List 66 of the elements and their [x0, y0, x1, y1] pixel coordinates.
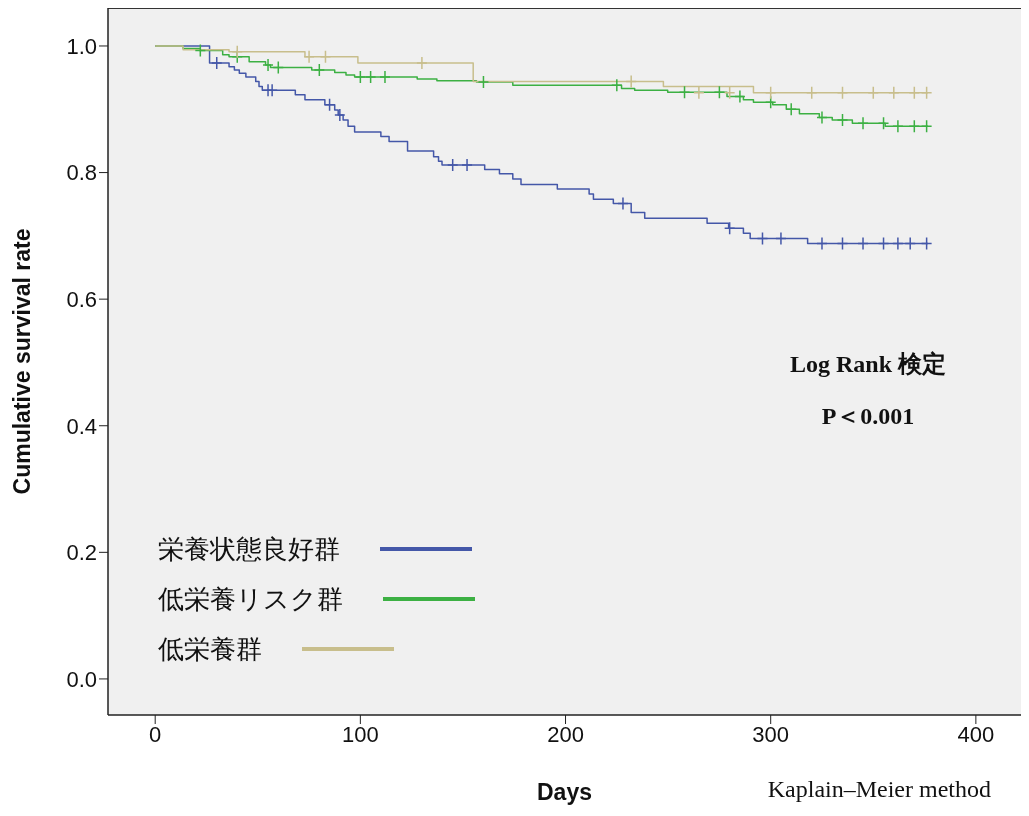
x-tick-label: 400 [957, 721, 995, 747]
point [354, 70, 367, 84]
point [723, 221, 736, 236]
point [723, 86, 736, 100]
point [379, 70, 391, 84]
point [877, 236, 890, 251]
point [836, 236, 849, 251]
point [775, 231, 787, 246]
point [764, 86, 777, 100]
point [678, 85, 691, 99]
point [836, 86, 849, 100]
y-tick-label: 0.8 [66, 160, 97, 186]
y-axis-title: Cumulative survival rate [9, 228, 36, 495]
point [303, 49, 315, 64]
point [756, 231, 769, 246]
point [734, 89, 746, 104]
x-tick-label: 300 [752, 721, 790, 747]
point [920, 119, 933, 134]
y-tick-label: 0.2 [66, 540, 97, 566]
point [867, 86, 880, 100]
x-tick-label: 100 [342, 721, 379, 747]
point [908, 119, 921, 134]
point [334, 108, 346, 122]
point [446, 158, 459, 172]
legend-label: 低栄養群 [158, 633, 262, 666]
point [272, 60, 285, 75]
y-tick-label: 0.6 [66, 286, 97, 312]
annotation: Log Rank 検定 [788, 350, 947, 379]
x-tick-label: 200 [547, 721, 584, 747]
point [877, 116, 890, 130]
legend-label: 低栄養リスク群 [158, 583, 343, 616]
point [461, 158, 473, 172]
point [323, 98, 336, 112]
annotation: P＜0.001 [820, 402, 916, 431]
point [816, 236, 828, 251]
y-tick-label: 1.0 [66, 33, 97, 59]
point [617, 196, 629, 211]
point [888, 86, 900, 100]
text: Kaplain–Meier method [767, 776, 991, 803]
y-tick-label: 0.4 [66, 413, 97, 439]
point [477, 75, 490, 89]
point [857, 236, 869, 251]
point [313, 63, 326, 77]
point [892, 236, 904, 251]
point [836, 113, 849, 127]
point [231, 44, 244, 59]
point [904, 236, 916, 251]
x-axis-title: Days [537, 779, 592, 805]
point [210, 56, 223, 70]
point [266, 83, 278, 98]
point [194, 43, 207, 58]
point [319, 49, 332, 64]
point [920, 86, 933, 100]
point [816, 110, 828, 125]
legend-label: 栄養状態良好群 [158, 533, 340, 566]
x-tick-label: 0 [149, 721, 162, 747]
point [416, 56, 428, 70]
point [713, 85, 726, 99]
point [262, 58, 274, 72]
point [625, 74, 637, 89]
point [364, 70, 377, 84]
point [920, 236, 933, 251]
y-tick-label: 0.0 [66, 666, 97, 692]
point [805, 86, 818, 100]
point [908, 86, 921, 100]
point [693, 86, 705, 100]
